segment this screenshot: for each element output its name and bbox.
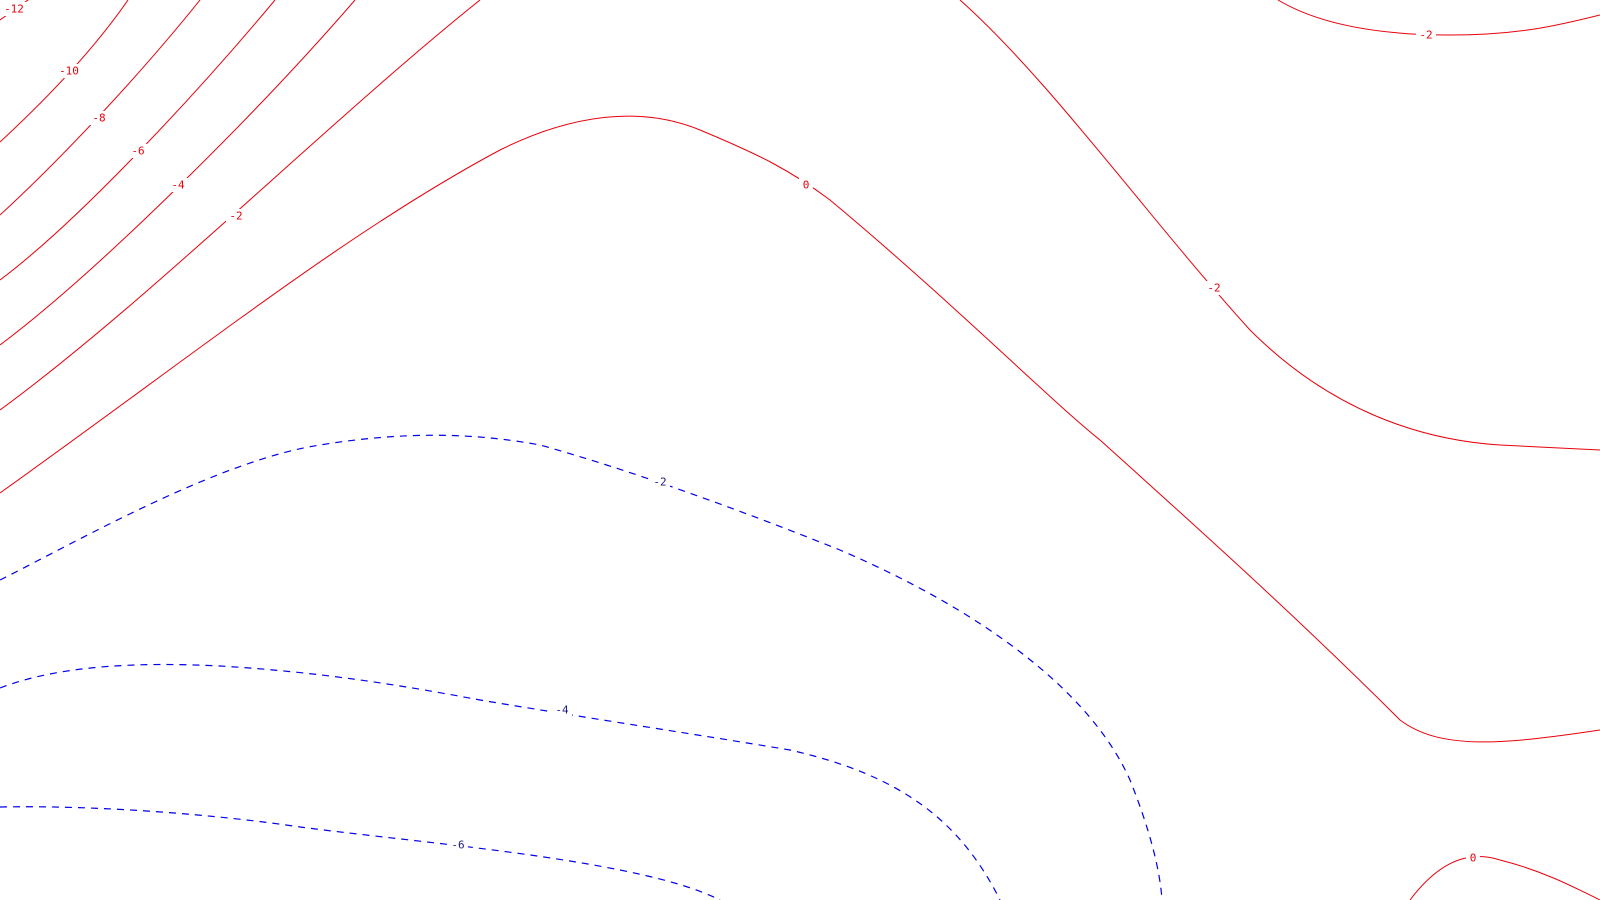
contour-label-blue-2: -2 bbox=[653, 476, 666, 489]
contour-line-minus-6 bbox=[0, 0, 276, 281]
contour-label-blue-6: -6 bbox=[451, 839, 464, 852]
contour-label-minus-2-left: -2 bbox=[229, 210, 242, 223]
contour-line-blue-4 bbox=[0, 663, 1001, 900]
contour-label-0-main: 0 bbox=[803, 179, 810, 192]
contour-line-blue-6 bbox=[0, 806, 721, 900]
contour-label-0-bottom: 0 bbox=[1470, 852, 1477, 865]
contour-line-minus-2-left bbox=[0, 0, 481, 411]
contour-labels: -12 -10 -8 -6 -4 -2 0 -2 -2 0 -2 -4 -6 bbox=[0, 2, 1480, 865]
contour-line-blue-2 bbox=[0, 434, 1163, 900]
contour-line-0-main bbox=[0, 115, 1600, 743]
contour-line-0-bottom bbox=[1409, 855, 1600, 900]
contour-label-minus-2-right: -2 bbox=[1207, 282, 1220, 295]
contour-line-minus-2-right bbox=[959, 0, 1600, 451]
contour-line-minus-4 bbox=[0, 0, 356, 346]
contour-label-minus-10: -10 bbox=[59, 65, 79, 78]
contour-label-minus-4: -4 bbox=[171, 179, 185, 192]
contour-label-minus-12: -12 bbox=[4, 3, 24, 16]
contour-label-blue-4: -4 bbox=[555, 704, 569, 717]
contour-line-minus-2-top bbox=[1277, 0, 1600, 36]
contour-label-minus-8: -8 bbox=[92, 112, 105, 125]
contour-label-minus-2-top: -2 bbox=[1419, 29, 1432, 42]
contour-label-minus-6: -6 bbox=[131, 145, 144, 158]
